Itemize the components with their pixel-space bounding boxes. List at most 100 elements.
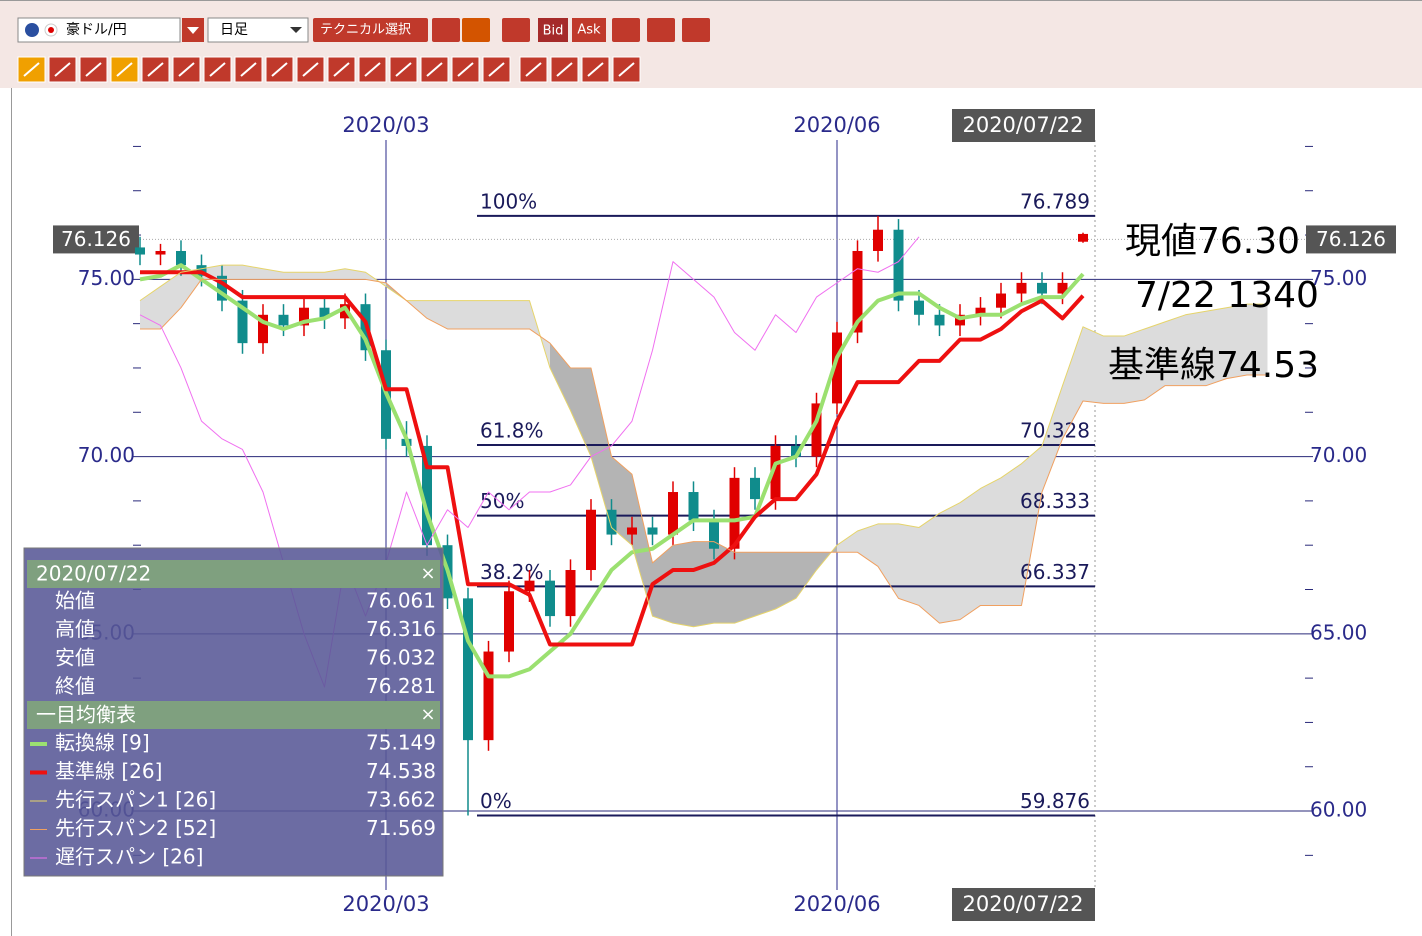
candle-body bbox=[688, 492, 699, 521]
drawing-tool[interactable] bbox=[482, 56, 511, 83]
candle-body bbox=[1037, 282, 1047, 294]
drawing-tool[interactable] bbox=[550, 56, 579, 83]
candle-body bbox=[463, 598, 473, 741]
candle-body bbox=[217, 275, 227, 301]
cloud-segment bbox=[304, 272, 325, 280]
cloud-segment bbox=[1144, 321, 1165, 400]
legend-name: 先行スパン1 [26] bbox=[55, 788, 216, 812]
cloud-segment bbox=[714, 541, 735, 624]
fib-value: 59.876 bbox=[1020, 789, 1090, 813]
tool-glyph bbox=[333, 62, 350, 77]
tool-glyph bbox=[271, 62, 288, 77]
panel-header bbox=[27, 560, 440, 588]
cloud-segment bbox=[919, 513, 940, 624]
candle-body bbox=[996, 293, 1006, 308]
drawing-tool[interactable] bbox=[296, 56, 325, 83]
x-tick-label: 2020/03 bbox=[342, 113, 429, 137]
legend-value: 75.149 bbox=[366, 731, 436, 755]
price-tag-label: 76.126 bbox=[1316, 227, 1386, 251]
fib-label: 50% bbox=[480, 489, 524, 513]
bid-button[interactable] bbox=[538, 18, 568, 42]
tool-glyph bbox=[54, 62, 71, 77]
y-tick-label: 65.00 bbox=[1310, 620, 1367, 644]
tool-icons bbox=[17, 18, 710, 83]
candle-body bbox=[524, 580, 535, 592]
annotation: 現値76.30 bbox=[1125, 221, 1300, 262]
fib-value: 68.333 bbox=[1020, 489, 1090, 513]
candle-body bbox=[258, 314, 268, 344]
fib-value: 76.789 bbox=[1020, 189, 1090, 213]
cloud-segment bbox=[939, 502, 960, 624]
candle-body bbox=[565, 570, 576, 617]
tool-button[interactable] bbox=[682, 18, 710, 42]
tool-button[interactable] bbox=[462, 18, 490, 42]
candle-body bbox=[627, 527, 637, 535]
panel-close[interactable]: × bbox=[420, 563, 435, 584]
ohlc-label: 始値 bbox=[55, 589, 95, 613]
arrow-icon bbox=[290, 27, 302, 33]
y-tick-label: 75.00 bbox=[1310, 266, 1367, 290]
candle-body bbox=[647, 527, 658, 535]
tool-glyph bbox=[395, 62, 412, 77]
cloud-segment bbox=[509, 300, 530, 329]
cloud-segment bbox=[775, 552, 796, 610]
candle-body bbox=[483, 651, 494, 741]
tool-button[interactable] bbox=[612, 18, 640, 42]
cloud-segment bbox=[1185, 311, 1206, 386]
ohlc-label: 高値 bbox=[55, 617, 95, 641]
panel-header bbox=[27, 701, 440, 729]
candle-body bbox=[545, 580, 555, 617]
candle-body bbox=[155, 250, 166, 255]
candle-body bbox=[1057, 282, 1068, 294]
ohlc-label: 終値 bbox=[55, 674, 95, 698]
technical-button[interactable] bbox=[313, 18, 428, 42]
tool-button[interactable] bbox=[647, 18, 675, 42]
drawing-tool[interactable] bbox=[327, 56, 356, 83]
fib-label: 38.2% bbox=[480, 560, 544, 584]
candle-body bbox=[319, 307, 330, 319]
price-tag-label: 76.126 bbox=[61, 227, 131, 251]
symbol-text: 豪ドル/円 bbox=[66, 22, 127, 38]
cloud-segment bbox=[898, 523, 919, 606]
tool-button[interactable] bbox=[432, 18, 460, 42]
fib-label: 100% bbox=[480, 189, 537, 213]
chart-border bbox=[11, 88, 12, 936]
cloud-segment bbox=[447, 300, 468, 329]
cloud-segment bbox=[1083, 326, 1104, 404]
bid-text: Bid bbox=[543, 24, 564, 39]
candle-body bbox=[791, 445, 801, 457]
cloud-segment bbox=[1226, 304, 1247, 379]
fib-value: 66.337 bbox=[1020, 560, 1090, 584]
panel-close[interactable]: × bbox=[420, 704, 435, 725]
cloud-segment bbox=[1001, 463, 1022, 606]
cloud-segment bbox=[1042, 385, 1063, 493]
tool-button[interactable] bbox=[502, 18, 530, 42]
legend-name: 基準線 [26] bbox=[55, 759, 162, 783]
cloud-segment bbox=[427, 300, 448, 329]
panel-header-text: 2020/07/22 bbox=[36, 562, 151, 586]
tool-glyph bbox=[147, 62, 164, 77]
drawing-tool[interactable] bbox=[420, 56, 449, 83]
indicator-line bbox=[140, 270, 1085, 647]
date-tag bbox=[952, 109, 1095, 142]
tool-glyph bbox=[364, 62, 381, 77]
candle-body bbox=[975, 307, 986, 315]
cloud-segment bbox=[1124, 328, 1145, 404]
x-tick-label: 2020/06 bbox=[793, 113, 880, 137]
cloud-segment bbox=[181, 268, 202, 308]
flag-au bbox=[25, 23, 39, 37]
tool-glyph bbox=[556, 62, 573, 77]
timeframe-select[interactable] bbox=[207, 17, 309, 43]
fib-label: 61.8% bbox=[480, 418, 544, 442]
cloud-segment bbox=[632, 474, 653, 617]
candle-body bbox=[237, 300, 248, 344]
indicator-line bbox=[139, 264, 1268, 628]
legend-value: 71.569 bbox=[366, 816, 436, 840]
arrow-icon bbox=[187, 27, 199, 34]
ask-button[interactable] bbox=[572, 18, 606, 42]
candle-body bbox=[832, 332, 842, 404]
ohlc-label: 安値 bbox=[55, 646, 95, 670]
cloud-segment bbox=[1021, 445, 1042, 606]
candle-body bbox=[770, 445, 781, 500]
